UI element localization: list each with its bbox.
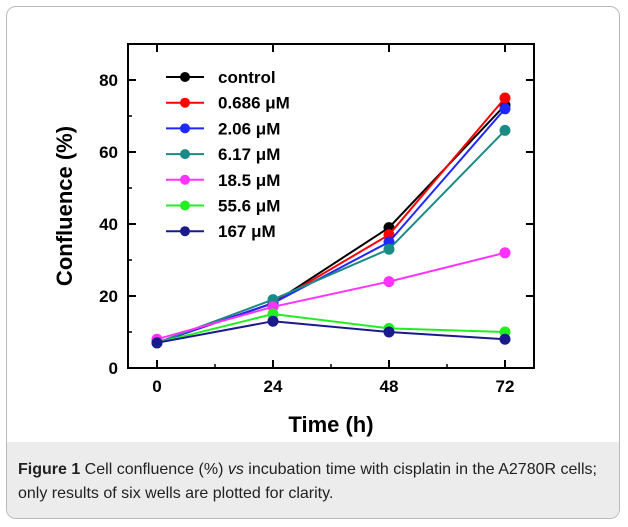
series-line-5 <box>156 251 506 341</box>
legend-marker-1 <box>180 72 190 82</box>
data-point-s4-x72 <box>499 124 511 136</box>
legend-marker-3 <box>180 123 190 134</box>
series-line-1 <box>156 104 506 344</box>
legend-marker-4 <box>180 149 190 160</box>
series-line-4 <box>156 129 506 344</box>
legend-label-2: 0.686 μM <box>218 94 290 113</box>
y-tick-label-80: 80 <box>99 71 118 90</box>
data-point-s7-x48 <box>383 326 395 338</box>
confluence-chart: 0 24 48 72 0 20 40 60 80 Time (h) Confluence (%) co… <box>52 43 535 437</box>
series-line-6 <box>156 312 506 344</box>
data-point-s2-x72 <box>499 92 511 104</box>
legend-marker-2 <box>180 97 190 108</box>
data-point-s7-x24 <box>267 315 279 327</box>
x-tick-label-24: 24 <box>264 377 283 396</box>
x-axis-label: Time (h) <box>288 412 373 437</box>
caption-text-2: incubation time with cisplatin in the A2… <box>18 461 597 502</box>
caption-text-italic: vs <box>227 461 244 478</box>
legend-label-7: 167 μM <box>218 222 276 241</box>
legend-label-5: 18.5 μM <box>218 171 280 190</box>
x-tick-label-48: 48 <box>380 377 399 396</box>
caption-period: . <box>328 485 334 502</box>
x-tick-label-0: 0 <box>152 377 161 396</box>
legend-label-3: 2.06 μM <box>218 119 280 138</box>
y-tick-label-60: 60 <box>99 143 118 162</box>
legend-marker-6 <box>180 200 190 211</box>
data-point-s7-x0 <box>151 337 163 349</box>
caption-text-1: Cell confluence (%) <box>80 461 228 478</box>
y-axis-label: Confluence (%) <box>52 126 77 286</box>
data-point-s4-x48 <box>383 243 395 255</box>
legend-label-6: 55.6 μM <box>218 197 280 216</box>
legend-label-4: 6.17 μM <box>218 145 280 164</box>
series-line-2 <box>156 97 506 344</box>
legend-marker-5 <box>180 174 190 185</box>
legend-label-1: control <box>218 68 276 87</box>
x-tick-label-72: 72 <box>496 377 515 396</box>
data-point-s3-x72 <box>499 103 511 115</box>
y-tick-label-0: 0 <box>109 359 118 378</box>
caption-background <box>7 442 619 518</box>
data-point-s5-x72 <box>499 247 511 259</box>
data-point-s7-x72 <box>499 333 511 345</box>
figure-caption: Figure 1 Cell confluence (%) vs incubati… <box>18 458 618 506</box>
series-line-7 <box>156 320 506 344</box>
legend-marker-7 <box>180 226 190 237</box>
series-line-3 <box>156 108 506 344</box>
y-tick-label-40: 40 <box>99 215 118 234</box>
figure-frame <box>6 6 620 519</box>
figure-label: Figure 1 <box>18 461 81 478</box>
y-tick-label-20: 20 <box>99 287 118 306</box>
data-point-s5-x48 <box>383 276 395 288</box>
